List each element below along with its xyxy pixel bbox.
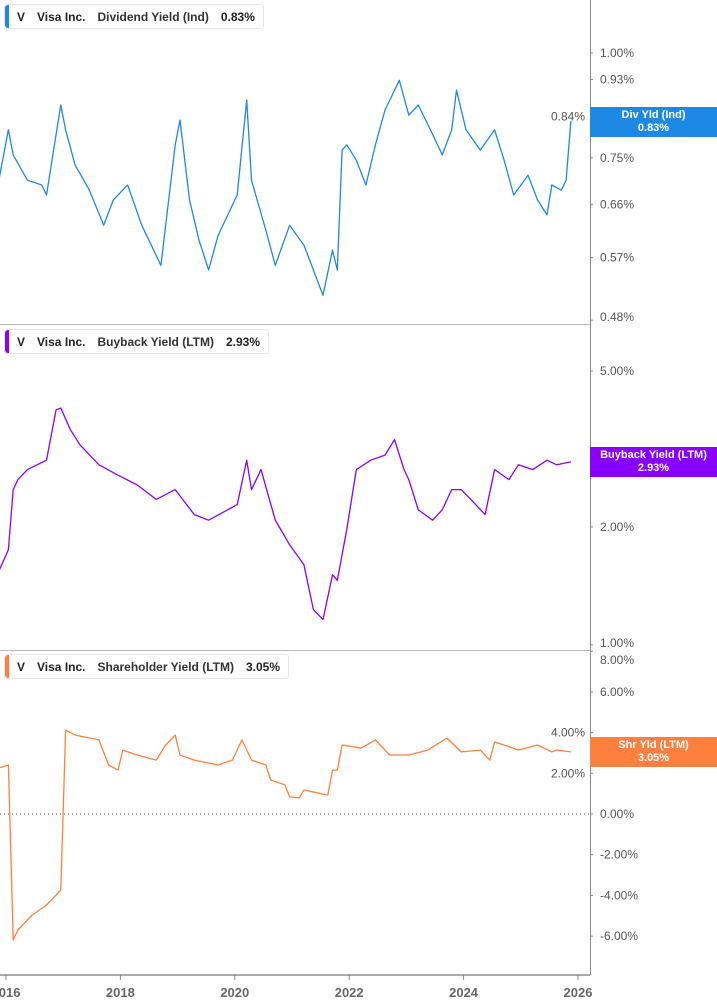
y-tick-label: 1.00% xyxy=(600,46,634,60)
legend-company: Visa Inc. xyxy=(37,9,86,24)
y-tick-label: 4.00% xyxy=(551,726,585,740)
legend-ticker: V xyxy=(17,9,26,24)
legend-ticker: V xyxy=(17,659,26,674)
y-tick-label: 0.66% xyxy=(600,197,634,211)
y-tick-label: 8.00% xyxy=(600,653,634,667)
x-tick-label: 2020 xyxy=(220,985,249,1000)
legend-current-value: 0.83% xyxy=(220,9,255,24)
current-value-badge-shareholder: Shr Yld (LTM) 3.05% xyxy=(590,737,717,767)
legend-metric: Buyback Yield (LTM) xyxy=(97,334,214,349)
series-color-swatch xyxy=(5,330,9,353)
badge-title: Buyback Yield (LTM) xyxy=(600,449,707,461)
series-line-0 xyxy=(0,79,572,296)
x-tick-label: 2024 xyxy=(449,985,479,1000)
legend-company: Visa Inc. xyxy=(37,659,86,674)
x-tick-label: 2018 xyxy=(106,985,135,1000)
y-tick-label: -6.00% xyxy=(600,929,638,943)
y-tick-label: 0.48% xyxy=(600,310,634,324)
badge-title: Div Yld (Ind) xyxy=(621,109,686,121)
legend-company: Visa Inc. xyxy=(37,334,86,349)
y-tick-label: 0.75% xyxy=(600,151,634,165)
legend-metric: Shareholder Yield (LTM) xyxy=(97,659,234,674)
badge-title: Shr Yld (LTM) xyxy=(618,739,689,751)
legend-current-value: 3.05% xyxy=(245,659,280,674)
series-line-2 xyxy=(0,729,571,941)
y-tick-label: 1.00% xyxy=(600,636,634,650)
series-color-swatch xyxy=(5,5,9,28)
current-value-badge-dividend: Div Yld (Ind) 0.83% xyxy=(590,107,717,137)
y-tick-label: 0.93% xyxy=(600,72,634,86)
legend-ticker: V xyxy=(17,334,26,349)
legend-buyback-yield[interactable]: V Visa Inc. Buyback Yield (LTM) 2.93% xyxy=(4,329,269,354)
y-tick-label: -2.00% xyxy=(600,848,638,862)
y-tick-label: -4.00% xyxy=(600,888,638,902)
y-tick-label: 6.00% xyxy=(600,685,634,699)
y-tick-label: 2.00% xyxy=(551,766,585,780)
x-tick-label: 2022 xyxy=(335,985,364,1000)
badge-value: 2.93% xyxy=(637,462,670,474)
badge-value: 0.83% xyxy=(637,122,670,134)
y-tick-label: 0.57% xyxy=(600,251,634,265)
series-color-swatch xyxy=(5,655,9,678)
x-tick-label: 2016 xyxy=(0,985,20,1000)
legend-dividend-yield[interactable]: V Visa Inc. Dividend Yield (Ind) 0.83% xyxy=(4,4,264,29)
series-line-1 xyxy=(0,407,572,621)
legend-shareholder-yield[interactable]: V Visa Inc. Shareholder Yield (LTM) 3.05… xyxy=(4,654,289,679)
y-tick-label: 2.00% xyxy=(600,520,634,534)
y-tick-label: 5.00% xyxy=(600,364,634,378)
current-value-badge-buyback: Buyback Yield (LTM) 2.93% xyxy=(590,447,717,477)
badge-value: 3.05% xyxy=(637,752,670,764)
legend-metric: Dividend Yield (Ind) xyxy=(97,9,209,24)
x-tick-label: 2026 xyxy=(564,985,593,1000)
legend-current-value: 2.93% xyxy=(225,334,260,349)
y-tick-label: 0.84% xyxy=(551,110,585,124)
y-tick-label: 0.00% xyxy=(600,807,634,821)
